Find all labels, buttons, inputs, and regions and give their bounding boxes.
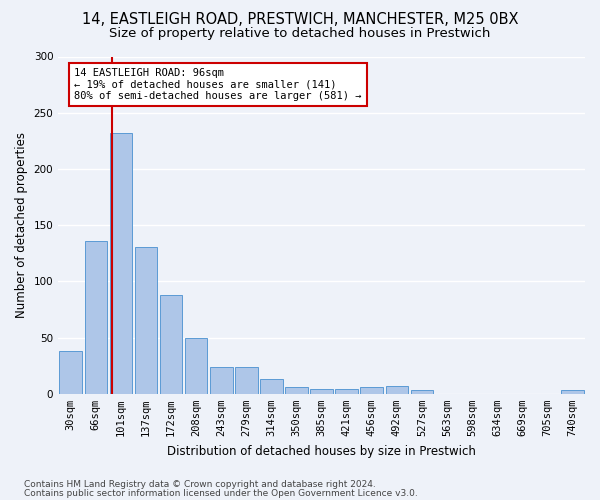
Text: Size of property relative to detached houses in Prestwich: Size of property relative to detached ho… [109, 28, 491, 40]
Bar [335, 390, 358, 394]
Text: Contains public sector information licensed under the Open Government Licence v3: Contains public sector information licen… [24, 489, 418, 498]
Bar [110, 133, 132, 394]
Y-axis label: Number of detached properties: Number of detached properties [15, 132, 28, 318]
Bar [185, 338, 208, 394]
Text: 14 EASTLEIGH ROAD: 96sqm
← 19% of detached houses are smaller (141)
80% of semi-: 14 EASTLEIGH ROAD: 96sqm ← 19% of detach… [74, 68, 362, 101]
Bar [561, 390, 584, 394]
Bar [410, 390, 433, 394]
Text: Contains HM Land Registry data © Crown copyright and database right 2024.: Contains HM Land Registry data © Crown c… [24, 480, 376, 489]
X-axis label: Distribution of detached houses by size in Prestwich: Distribution of detached houses by size … [167, 444, 476, 458]
Bar [285, 387, 308, 394]
Bar [160, 295, 182, 394]
Bar [85, 241, 107, 394]
Bar [260, 379, 283, 394]
Bar [235, 367, 257, 394]
Bar [310, 390, 333, 394]
Bar [134, 246, 157, 394]
Bar [361, 387, 383, 394]
Bar [59, 351, 82, 394]
Bar [386, 386, 408, 394]
Text: 14, EASTLEIGH ROAD, PRESTWICH, MANCHESTER, M25 0BX: 14, EASTLEIGH ROAD, PRESTWICH, MANCHESTE… [82, 12, 518, 28]
Bar [210, 367, 233, 394]
